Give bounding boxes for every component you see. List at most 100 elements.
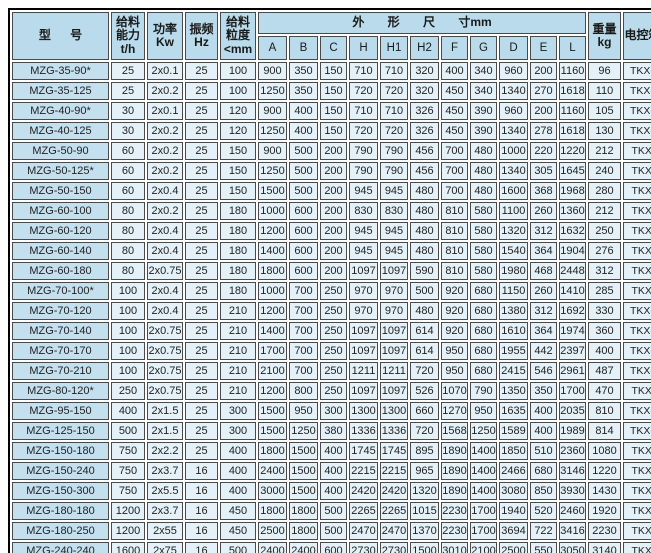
value-cell: 300: [220, 402, 256, 420]
value-cell: 1211: [349, 362, 378, 380]
value-cell: 1400: [258, 322, 287, 340]
value-cell: 25: [111, 82, 145, 100]
value-cell: 300: [320, 402, 347, 420]
value-cell: 750: [111, 462, 145, 480]
value-cell: 1980: [499, 262, 528, 280]
table-row: MZG-70-100* 100 2x0.4 25 180 1000 700 250 970 970…: [12, 282, 651, 300]
value-cell: 810: [588, 402, 621, 420]
value-cell: 700: [289, 342, 318, 360]
value-cell: 400: [289, 102, 318, 120]
value-cell: 2730: [380, 542, 408, 553]
value-cell: 1692: [559, 302, 586, 320]
value-cell: 3694: [499, 522, 528, 540]
value-cell: 480: [410, 202, 439, 220]
value-cell: 1380: [499, 302, 528, 320]
value-cell: 30: [111, 102, 145, 120]
value-cell: 1890: [441, 482, 468, 500]
value-cell: 25: [185, 182, 218, 200]
value-cell: 2x0.4: [147, 182, 183, 200]
value-cell: 680: [470, 362, 497, 380]
table-row: MZG-50-90 60 2x0.2 25 150 900 500 200 790 790 456 7…: [12, 142, 651, 160]
value-cell: 2x0.2: [147, 142, 183, 160]
value-cell: 2x0.75: [147, 322, 183, 340]
value-cell: 900: [258, 62, 287, 80]
value-cell: 2230: [441, 522, 468, 540]
value-cell: 260: [530, 202, 557, 220]
value-cell: 350: [289, 62, 318, 80]
control-box-cell: TKX-B-3.2: [623, 362, 651, 380]
value-cell: 2x75: [147, 542, 183, 553]
value-cell: 1250: [470, 422, 497, 440]
value-cell: 468: [530, 262, 557, 280]
value-cell: 25: [185, 382, 218, 400]
value-cell: 25: [185, 222, 218, 240]
table-row: MZG-150-300 750 2x5.5 16 400 3000 1500 400 2420 2…: [12, 482, 651, 500]
value-cell: 2x0.75: [147, 362, 183, 380]
value-cell: 80: [111, 262, 145, 280]
table-row: MZG-50-125* 60 2x0.2 25 150 1250 500 200 790 790 4…: [12, 162, 651, 180]
table-row: MZG-70-140 100 2x0.75 25 210 1400 700 250 1097 10…: [12, 322, 651, 340]
model-cell: MZG-50-125*: [12, 162, 109, 180]
value-cell: 660: [410, 402, 439, 420]
value-cell: 500: [320, 502, 347, 520]
table-row: MZG-125-150 500 2x1.5 25 300 1500 1250 380 1336 1…: [12, 422, 651, 440]
value-cell: 180: [220, 202, 256, 220]
value-cell: 500: [410, 282, 439, 300]
value-cell: 1250: [258, 122, 287, 140]
value-cell: 970: [349, 282, 378, 300]
value-cell: 25: [185, 362, 218, 380]
col-header-dim-l: L: [559, 36, 586, 60]
value-cell: 546: [530, 362, 557, 380]
value-cell: 210: [220, 382, 256, 400]
control-box-cell: TKX-B-15: [623, 462, 651, 480]
value-cell: 945: [380, 242, 408, 260]
control-box-cell: TKX-B-16: [623, 222, 651, 240]
control-box-cell: TKX-B-0.5: [623, 102, 651, 120]
model-cell: MZG-40-90*: [12, 102, 109, 120]
value-cell: 2215: [380, 462, 408, 480]
value-cell: 1360: [559, 202, 586, 220]
col-header-dim-h: H: [349, 36, 378, 60]
value-cell: 1800: [289, 502, 318, 520]
value-cell: 700: [289, 362, 318, 380]
value-cell: 1400: [258, 242, 287, 260]
value-cell: 1850: [499, 442, 528, 460]
value-cell: 700: [441, 162, 468, 180]
col-header-feed-size: 给料 粒度 <mm: [220, 12, 256, 60]
col-header-dim-e: E: [530, 36, 557, 60]
value-cell: 210: [220, 362, 256, 380]
value-cell: 790: [380, 162, 408, 180]
value-cell: 480: [410, 302, 439, 320]
value-cell: 3140: [588, 542, 621, 553]
value-cell: 1340: [499, 162, 528, 180]
value-cell: 25: [185, 122, 218, 140]
value-cell: 3146: [559, 462, 586, 480]
value-cell: 450: [441, 102, 468, 120]
value-cell: 100: [111, 302, 145, 320]
model-cell: MZG-60-100: [12, 202, 109, 220]
value-cell: 250: [588, 222, 621, 240]
value-cell: 722: [530, 522, 557, 540]
value-cell: 1745: [349, 442, 378, 460]
value-cell: 350: [530, 382, 557, 400]
table-row: MZG-180-250 1200 2x55 16 450 2500 1800 500 2470 2…: [12, 522, 651, 540]
col-header-dim-c: C: [320, 36, 347, 60]
value-cell: 480: [410, 182, 439, 200]
table-row: MZG-80-120* 250 2x0.75 25 210 1200 800 250 1097 1…: [12, 382, 651, 400]
value-cell: 276: [588, 242, 621, 260]
value-cell: 2100: [470, 542, 497, 553]
value-cell: 2x0.2: [147, 122, 183, 140]
value-cell: 312: [530, 222, 557, 240]
value-cell: 1890: [441, 462, 468, 480]
table-row: MZG-35-90* 25 2x0.1 25 100 900 350 150 710 710 320…: [12, 62, 651, 80]
value-cell: 25: [185, 262, 218, 280]
value-cell: 500: [289, 142, 318, 160]
value-cell: 2420: [349, 482, 378, 500]
value-cell: 100: [111, 282, 145, 300]
model-cell: MZG-150-180: [12, 442, 109, 460]
value-cell: 1200: [258, 382, 287, 400]
value-cell: 2x0.75: [147, 262, 183, 280]
value-cell: 1211: [380, 362, 408, 380]
value-cell: 200: [320, 262, 347, 280]
value-cell: 1618: [559, 82, 586, 100]
